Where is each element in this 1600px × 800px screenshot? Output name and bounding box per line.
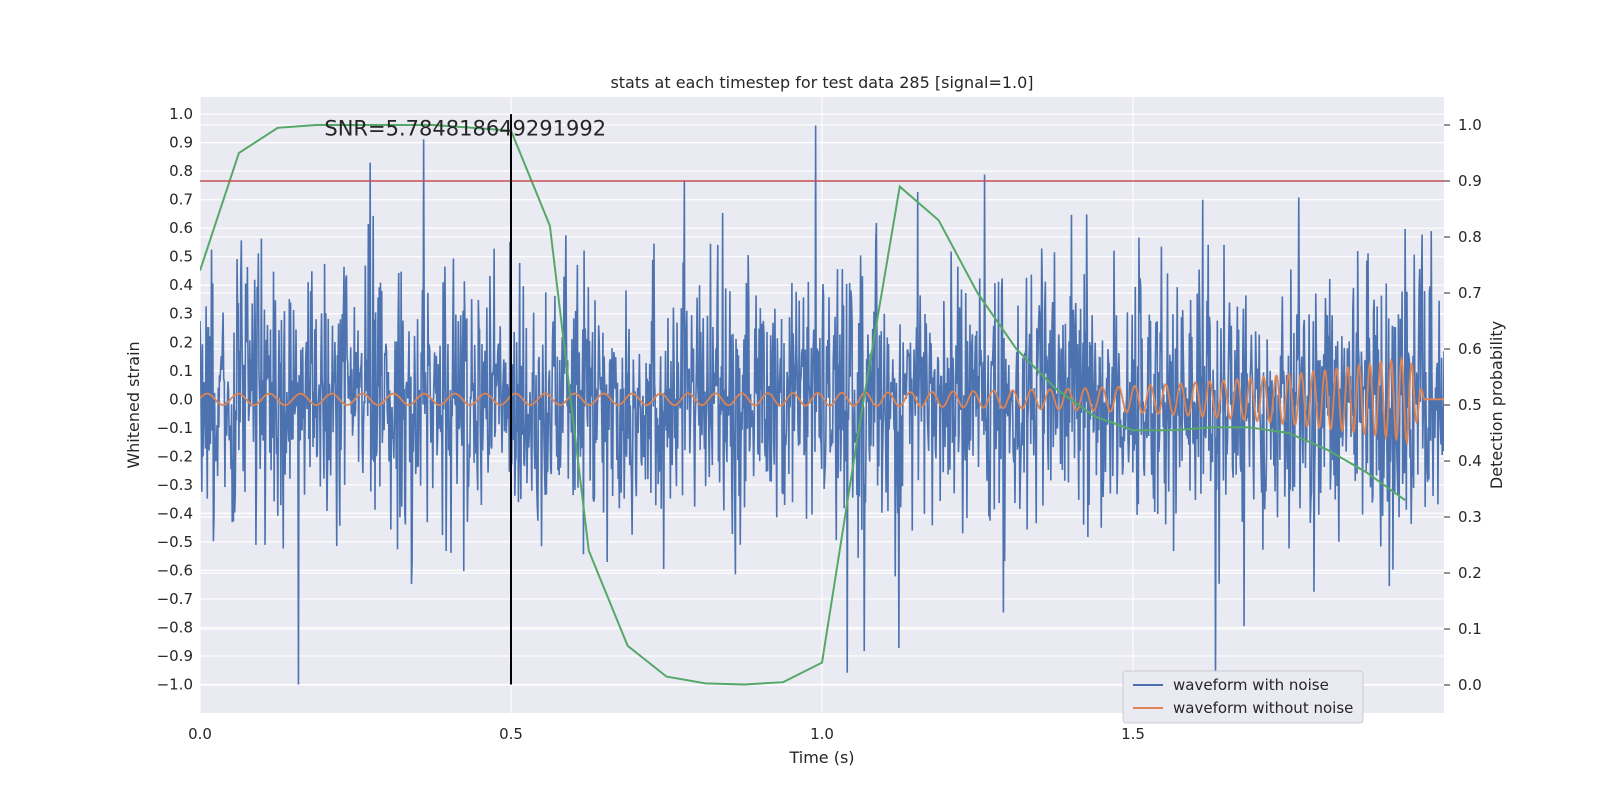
y-tick-label: −0.8 bbox=[157, 618, 193, 636]
series-layer bbox=[200, 124, 1444, 686]
series-waveform-without-noise bbox=[200, 355, 1444, 445]
y2-tick-label: 0.1 bbox=[1458, 620, 1482, 638]
y2-tick-label: 0.3 bbox=[1458, 508, 1482, 526]
y-tick-label: 0.0 bbox=[169, 390, 193, 408]
y-tick-label: −0.9 bbox=[157, 647, 193, 665]
y-tick-label: 0.8 bbox=[169, 162, 193, 180]
y-tick-label: 0.9 bbox=[169, 134, 193, 152]
y2-tick-label: 0.7 bbox=[1458, 284, 1482, 302]
y2-tick-label: 0.9 bbox=[1458, 172, 1482, 190]
y2-tick-label: 0.8 bbox=[1458, 228, 1482, 246]
x-tick-label: 0.5 bbox=[499, 725, 523, 743]
y-tick-label: 0.1 bbox=[169, 362, 193, 380]
legend-label-noise: waveform with noise bbox=[1173, 676, 1329, 694]
y-tick-label: 0.3 bbox=[169, 305, 193, 323]
legend: waveform with noise waveform without noi… bbox=[1122, 670, 1364, 724]
y-tick-label: 0.4 bbox=[169, 276, 193, 294]
x-axis-label: Time (s) bbox=[788, 748, 854, 767]
y-tick-label: 0.6 bbox=[169, 219, 193, 237]
legend-box bbox=[1122, 670, 1364, 724]
y-tick-label: 0.5 bbox=[169, 248, 193, 266]
series-detection-probability bbox=[200, 124, 1406, 686]
y-tick-label: −0.4 bbox=[157, 504, 193, 522]
y-tick-label: −0.2 bbox=[157, 447, 193, 465]
y-tick-label: −0.6 bbox=[157, 561, 193, 579]
y-tick-label: −0.1 bbox=[157, 419, 193, 437]
x-tick-label: 1.5 bbox=[1121, 725, 1145, 743]
y-tick-label: −0.5 bbox=[157, 533, 193, 551]
y2-tick-label: 0.5 bbox=[1458, 396, 1482, 414]
legend-label-clean: waveform without noise bbox=[1173, 699, 1353, 717]
y2-tick-label: 0.4 bbox=[1458, 452, 1482, 470]
x-tick-label: 0.0 bbox=[188, 725, 212, 743]
series-clip-group bbox=[200, 124, 1444, 686]
y-tick-label: 0.7 bbox=[169, 191, 193, 209]
x-tick-label: 1.0 bbox=[810, 725, 834, 743]
annotation-layer: SNR=5.784818649291992 bbox=[324, 114, 606, 685]
chart-title: stats at each timestep for test data 285… bbox=[610, 73, 1033, 92]
y2-tick-label: 0.2 bbox=[1458, 564, 1482, 582]
ticks-layer: 0.0 0.5 1.0 1.5 1.0 0.9 0.8 0.7 0.6 0.5 0.4 0.3 0.2 0… bbox=[157, 105, 1482, 743]
y-tick-label: 1.0 bbox=[169, 105, 193, 123]
y-axis-label: Whitened strain bbox=[124, 341, 143, 468]
y2-axis-label: Detection probability bbox=[1487, 321, 1506, 489]
y2-tick-label: 0.6 bbox=[1458, 340, 1482, 358]
y-tick-label: −0.7 bbox=[157, 590, 193, 608]
snr-annotation: SNR=5.784818649291992 bbox=[324, 116, 606, 140]
y2-tick-label: 1.0 bbox=[1458, 116, 1482, 134]
y-tick-label: −0.3 bbox=[157, 476, 193, 494]
y-tick-label: −1.0 bbox=[157, 675, 193, 693]
y-tick-label: 0.2 bbox=[169, 333, 193, 351]
y2-tick-label: 0.0 bbox=[1458, 676, 1482, 694]
